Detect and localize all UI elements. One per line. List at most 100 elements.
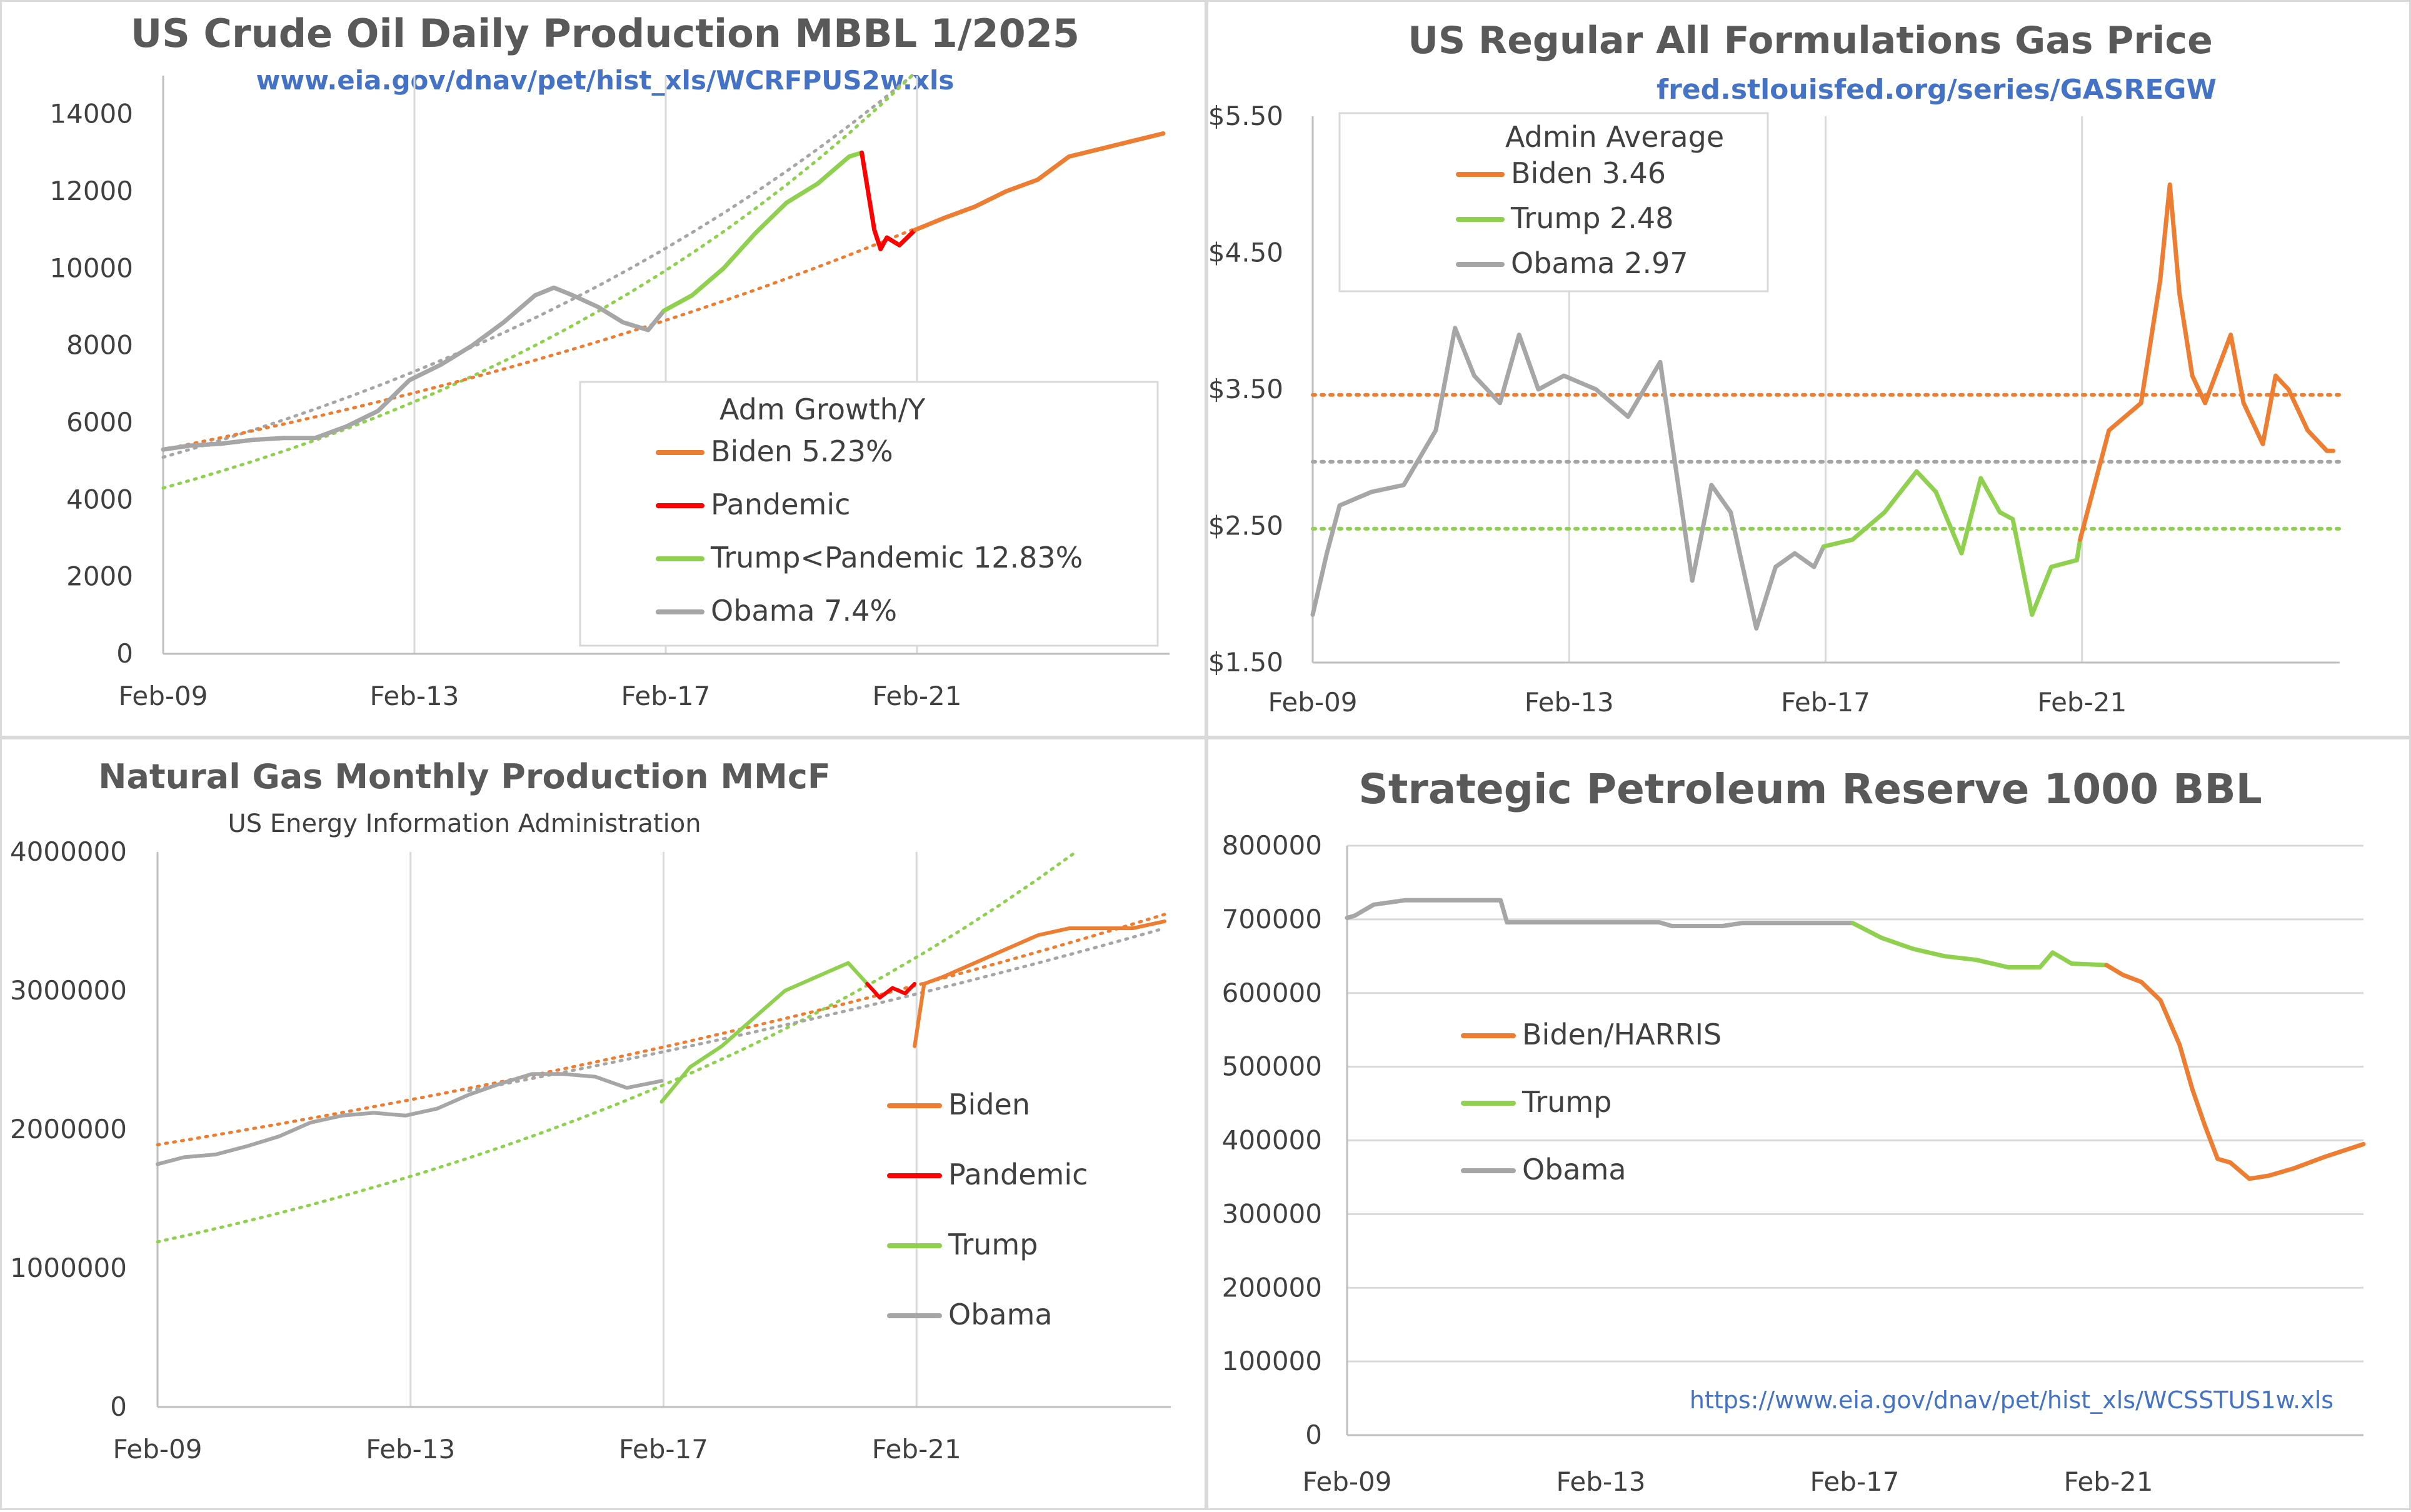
series-line-biden: [913, 919, 1166, 1048]
y-axis-ticks: 0 1000000 2000000 3000000 4000000: [10, 836, 127, 1422]
gas-price-chart: US Regular All Formulations Gas Price fr…: [1208, 19, 2342, 718]
series-line-obama: [1345, 898, 1855, 928]
chart-subtitle: US Energy Information Administration: [228, 809, 701, 838]
crude-oil-chart: US Crude Oil Daily Production MBBL 1/202…: [49, 11, 1170, 711]
grid: [162, 76, 1170, 655]
x-tick-label: Feb-17: [1781, 687, 1870, 718]
legend-label-biden: Biden: [948, 1088, 1030, 1121]
series-line-trump: [659, 961, 870, 1104]
chart-title: Natural Gas Monthly Production MMcF: [98, 757, 830, 796]
natural-gas-chart-panel: Natural Gas Monthly Production MMcF US E…: [0, 738, 1206, 1510]
y-tick-label: 700000: [1222, 904, 1322, 934]
x-tick-label: Feb-13: [366, 1434, 455, 1464]
x-tick-label: Feb-21: [872, 1434, 961, 1464]
x-tick-label: Feb-09: [1303, 1466, 1392, 1497]
y-axis-ticks: 0 2000 4000 6000 8000 10000 12000 14000: [49, 99, 133, 669]
x-tick-label: Feb-17: [621, 681, 711, 711]
y-axis-ticks: 0 100000 200000 300000 400000 500000 600000 700…: [1222, 830, 1322, 1450]
y-tick-label: 600000: [1222, 978, 1322, 1008]
y-tick-label: 12000: [49, 176, 133, 206]
y-tick-label: 0: [1305, 1419, 1322, 1450]
grid: [1346, 844, 2363, 1436]
trendline-trump: [156, 850, 1078, 1244]
x-axis-ticks: Feb-09 Feb-13 Feb-17 Feb-21: [1303, 1466, 2153, 1497]
y-tick-label: 400000: [1222, 1125, 1322, 1156]
y-tick-label: $4.50: [1208, 238, 1283, 268]
y-tick-label: 100000: [1222, 1346, 1322, 1376]
x-tick-label: Feb-17: [619, 1434, 708, 1464]
chart-footnote-link[interactable]: https://www.eia.gov/dnav/pet/hist_xls/WC…: [1690, 1386, 2333, 1414]
x-tick-label: Feb-13: [1556, 1466, 1646, 1497]
trendline-obama: [467, 926, 1166, 1093]
series-line-obama: [156, 1072, 664, 1166]
trendline-biden: [161, 228, 914, 451]
natural-gas-chart: Natural Gas Monthly Production MMcF US E…: [10, 757, 1171, 1464]
legend-label-pandemic: Pandemic: [711, 488, 850, 521]
legend: Biden 3.46 Trump 2.48 Obama 2.97: [1456, 156, 1688, 280]
series-lines: [156, 919, 1166, 1166]
x-tick-label: Feb-13: [1525, 687, 1614, 718]
series-line-trump: [1821, 469, 2083, 617]
chart-subtitle-link[interactable]: www.eia.gov/dnav/pet/hist_xls/WCRFPUS2w.…: [256, 65, 955, 96]
y-tick-label: 2000000: [10, 1114, 127, 1144]
x-axis-ticks: Feb-09 Feb-13 Feb-17 Feb-21: [119, 681, 962, 711]
y-tick-label: $5.50: [1208, 101, 1283, 131]
y-tick-label: $3.50: [1208, 374, 1283, 404]
series-line-pandemic: [865, 981, 917, 1000]
x-tick-label: Feb-21: [2063, 1466, 2153, 1497]
y-tick-label: 4000000: [10, 836, 127, 867]
trendline-obama: [161, 74, 914, 459]
chart-title: US Regular All Formulations Gas Price: [1408, 19, 2213, 63]
spr-chart: Strategic Petroleum Reserve 1000 BBL 0 10…: [1222, 765, 2366, 1497]
x-axis-ticks: Feb-09 Feb-13 Feb-17 Feb-21: [113, 1434, 961, 1464]
y-tick-label: 2000: [66, 561, 133, 592]
y-tick-label: $2.50: [1208, 511, 1283, 541]
x-tick-label: Feb-13: [370, 681, 459, 711]
y-tick-label: $1.50: [1208, 647, 1283, 678]
y-tick-label: 10000: [49, 253, 133, 283]
series-line-obama: [161, 285, 666, 452]
chart-subtitle-link[interactable]: fred.stlouisfed.org/series/GASREGW: [1657, 74, 2217, 106]
y-tick-label: 14000: [49, 99, 133, 129]
legend-label-biden: Biden 5.23%: [711, 434, 893, 468]
trendlines: [156, 850, 1166, 1244]
legend-box: [579, 381, 1159, 647]
legend-label-obama: Obama 2.97: [1511, 246, 1688, 280]
legend-label-trump: Trump<Pandemic 12.83%: [710, 541, 1083, 574]
y-tick-label: 6000: [66, 407, 133, 438]
legend-title: Admin Average: [1505, 120, 1724, 154]
y-tick-label: 0: [110, 1391, 127, 1422]
gas-price-chart-panel: US Regular All Formulations Gas Price fr…: [1206, 0, 2411, 738]
x-tick-label: Feb-17: [1810, 1466, 1900, 1497]
legend-label-biden: Biden 3.46: [1511, 156, 1666, 190]
legend-label-obama: Obama: [948, 1298, 1053, 1331]
legend-label-trump: Trump: [948, 1228, 1038, 1261]
y-axis-ticks: $1.50 $2.50 $3.50 $4.50 $5.50: [1208, 101, 1283, 678]
x-tick-label: Feb-09: [119, 681, 208, 711]
trendline-trump: [161, 74, 914, 490]
chart-title: US Crude Oil Daily Production MBBL 1/202…: [131, 11, 1080, 56]
crude-oil-chart-panel: US Crude Oil Daily Production MBBL 1/202…: [0, 0, 1206, 738]
y-tick-label: 200000: [1222, 1272, 1322, 1303]
chart-title: Strategic Petroleum Reserve 1000 BBL: [1358, 765, 2262, 813]
y-tick-label: 800000: [1222, 830, 1322, 861]
legend-label-trump: Trump: [1521, 1085, 1612, 1119]
series-line-pandemic: [860, 150, 918, 251]
series-lines: [1310, 182, 2336, 631]
y-tick-label: 500000: [1222, 1051, 1322, 1082]
grid: [156, 852, 1171, 1408]
average-lines: [1311, 393, 2342, 531]
y-tick-label: 8000: [66, 330, 133, 361]
y-tick-label: 300000: [1222, 1198, 1322, 1229]
y-tick-label: 0: [116, 638, 133, 669]
series-line-biden: [2104, 963, 2366, 1181]
series-line-trump: [661, 150, 865, 313]
legend-label-trump: Trump 2.48: [1510, 201, 1673, 235]
legend-label-biden: Biden/HARRIS: [1522, 1018, 1722, 1051]
trendlines: [161, 74, 914, 490]
legend-label-pandemic: Pandemic: [948, 1158, 1088, 1191]
legend-title: Adm Growth/Y: [719, 393, 926, 426]
series-line-obama: [1310, 326, 1826, 631]
legend-label-obama: Obama: [1522, 1153, 1627, 1186]
series-lines: [1345, 898, 2366, 1181]
